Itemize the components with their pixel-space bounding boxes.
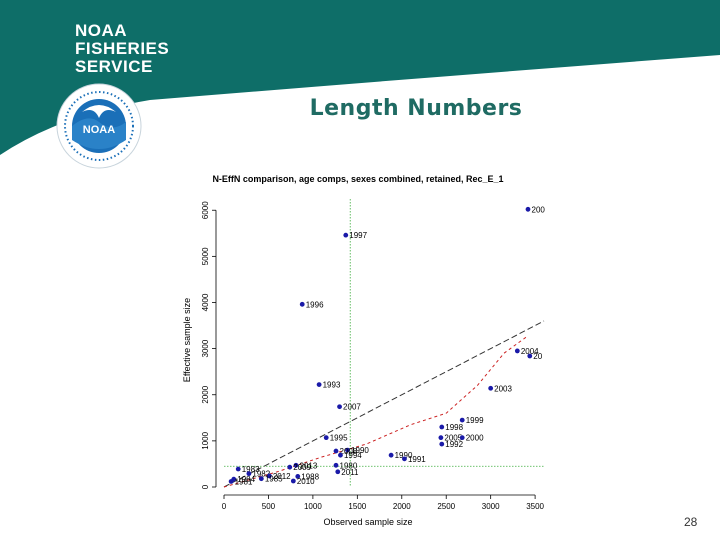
data-point-label: 2009 [293, 463, 311, 472]
data-point [290, 478, 296, 484]
data-point [439, 424, 445, 430]
data-point-label: 200 [532, 205, 546, 214]
data-point [525, 206, 531, 212]
data-point [439, 441, 445, 447]
x-tick-label: 2000 [393, 502, 411, 511]
data-point-label: 1982 [252, 470, 270, 479]
data-point [295, 473, 301, 479]
data-point-label: 1994 [344, 451, 362, 460]
data-point [343, 232, 349, 238]
data-point-label: 1992 [445, 440, 463, 449]
data-point-label: 1997 [349, 231, 367, 240]
data-point [488, 385, 494, 391]
y-tick-label: 2000 [201, 385, 210, 403]
seal-label: NOAA [83, 124, 115, 136]
header-band [0, 0, 720, 155]
data-point [235, 466, 241, 472]
x-tick-label: 0 [222, 502, 227, 511]
y-tick-label: 3000 [201, 339, 210, 357]
data-point-label: 1981 [235, 477, 253, 486]
data-point-label: 2010 [297, 477, 315, 486]
y-tick-label: 5000 [201, 247, 210, 265]
data-point [333, 448, 339, 454]
data-point [345, 447, 350, 453]
data-point-label: 2011 [341, 468, 359, 477]
data-point-label: 1980 [340, 461, 358, 470]
x-tick-label: 1000 [304, 502, 322, 511]
data-point-label: 2004 [521, 347, 539, 356]
data-point [316, 382, 322, 387]
x-tick-label: 1500 [348, 502, 366, 511]
data-point-label: 2007 [343, 403, 361, 412]
data-point-label: 1990 [351, 446, 369, 455]
data-point [527, 353, 533, 359]
data-point [459, 435, 465, 441]
data-point-label: 1999 [466, 416, 484, 425]
series-line-smoother [223, 336, 527, 488]
x-tick-label: 3500 [526, 502, 544, 511]
data-point-label: 1984 [237, 475, 255, 484]
chart-title: N-EffN comparison, age comps, sexes comb… [212, 174, 503, 184]
header-banner: NOAA [0, 0, 720, 169]
data-point-label: 1998 [445, 423, 463, 432]
data-point [266, 473, 272, 479]
logo-line-1: NOAA [75, 21, 128, 40]
data-point [299, 301, 305, 307]
y-tick-label: 0 [201, 484, 210, 489]
data-point [228, 479, 234, 484]
data-point [388, 452, 394, 458]
data-point [258, 476, 264, 482]
data-point-label: 2013 [300, 461, 318, 470]
data-point [287, 464, 293, 470]
y-tick-label: 1000 [201, 431, 210, 449]
data-point-label: 2000 [466, 434, 484, 443]
data-point-label: 20 [533, 352, 542, 361]
y-tick-label: 6000 [201, 201, 210, 219]
scatter-chart: N-EffN comparison, age comps, sexes comb… [182, 174, 546, 527]
x-tick-label: 500 [262, 502, 276, 511]
data-point-label: 1990 [395, 451, 413, 460]
data-point-label: 1993 [323, 381, 341, 390]
data-point [459, 417, 465, 423]
noaa-seal: NOAA [56, 83, 142, 169]
data-point [333, 462, 339, 468]
logo-line-2: FISHERIES [75, 39, 170, 58]
data-point [246, 471, 252, 477]
data-point-label: 1983 [242, 465, 260, 474]
x-tick-label: 2500 [437, 502, 455, 511]
slide-title: Length Numbers [309, 96, 523, 121]
data-point-label: 1988 [301, 472, 319, 481]
page-number: 28 [684, 515, 698, 529]
data-point-label: 2008 [340, 447, 358, 456]
data-point [438, 435, 444, 441]
data-point-label: 2005 [444, 434, 462, 443]
data-point-label: 2012 [273, 472, 291, 481]
data-point [402, 456, 407, 462]
data-point [323, 435, 329, 441]
logo-line-3: SERVICE [75, 57, 153, 76]
data-point [335, 469, 341, 475]
x-tick-label: 3000 [482, 502, 500, 511]
series-line-1-1 [223, 320, 545, 488]
data-point-label: 1996 [306, 300, 324, 309]
y-tick-label: 4000 [201, 293, 210, 311]
y-axis-label: Effective sample size [182, 298, 192, 382]
data-point [338, 452, 343, 458]
data-point-label: 1985 [265, 475, 283, 484]
data-point-label: 1991 [408, 455, 426, 464]
x-axis-label: Observed sample size [323, 517, 412, 527]
data-point [293, 462, 299, 468]
data-point-label: 2003 [494, 384, 512, 393]
data-point [337, 404, 342, 410]
data-point-label: 1995 [330, 434, 348, 443]
data-point [514, 348, 520, 354]
